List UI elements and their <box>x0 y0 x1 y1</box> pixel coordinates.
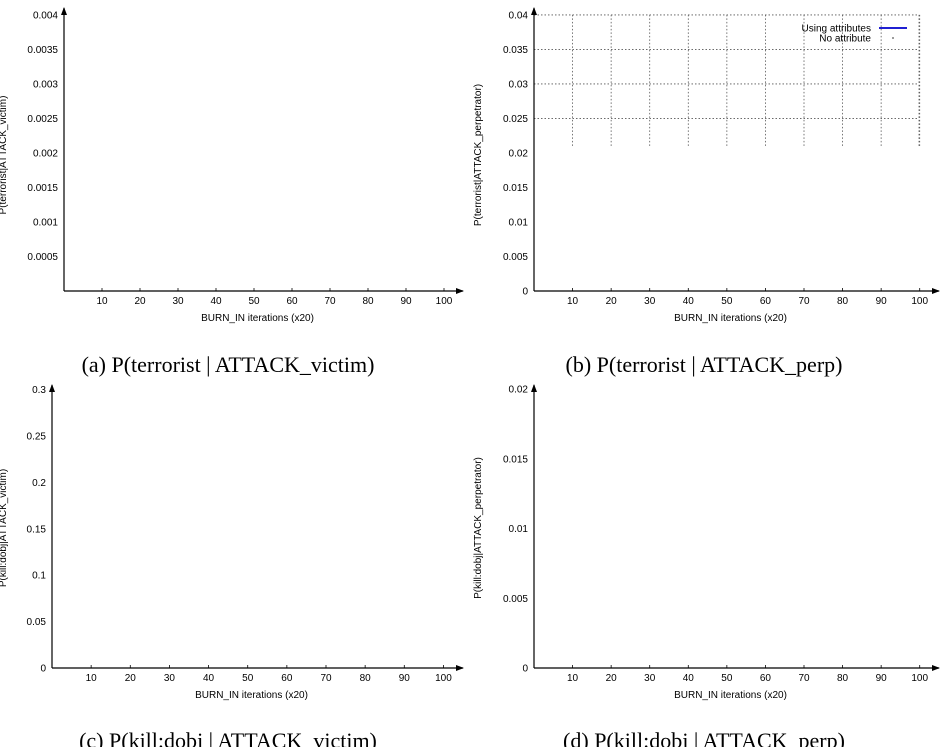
x-tick-label: 40 <box>683 296 695 307</box>
x-tick-label: 40 <box>210 296 222 307</box>
x-tick-label: 50 <box>721 296 733 307</box>
y-tick-label: 0.001 <box>33 217 58 228</box>
x-tick-label: 60 <box>286 296 298 307</box>
y-tick-label: 0.015 <box>503 454 528 465</box>
x-tick-label: 80 <box>362 296 374 307</box>
x-tick-label: 80 <box>360 673 372 684</box>
y-tick-label: 0.0035 <box>27 45 58 56</box>
legend-swatch-point <box>892 37 894 39</box>
subfigure-caption: (c) P(kill:dobj | ATTACK_victim) <box>79 728 377 747</box>
y-axis-title: P(kill:dobj|ATTACK_victim) <box>0 469 9 587</box>
x-tick-label: 90 <box>876 296 888 307</box>
x-tick-label: 40 <box>683 673 695 684</box>
y-axis-title: P(kill:dobj|ATTACK_perpetrator) <box>473 457 484 599</box>
y-tick-label: 0.01 <box>509 524 529 535</box>
y-tick-label: 0.005 <box>503 594 528 605</box>
y-tick-label: 0.005 <box>503 252 528 263</box>
y-tick-label: 0.003 <box>33 79 58 90</box>
x-tick-label: 100 <box>435 673 452 684</box>
x-tick-label: 60 <box>760 673 772 684</box>
x-tick-label: 90 <box>876 673 888 684</box>
x-tick-label: 50 <box>242 673 254 684</box>
x-tick-label: 70 <box>798 673 810 684</box>
y-tick-label: 0.1 <box>32 571 46 582</box>
subfigure-caption: (d) P(kill:dobj | ATTACK_perp) <box>563 728 845 747</box>
x-axis-title: BURN_IN iterations (x20) <box>201 313 314 324</box>
y-axis-title: P(terrorist|ATTACK_victim) <box>0 96 9 215</box>
y-tick-label: 0.0005 <box>27 252 58 263</box>
x-tick-label: 70 <box>320 673 332 684</box>
x-tick-label: 100 <box>911 296 928 307</box>
y-tick-label: 0.0015 <box>27 183 58 194</box>
chart-panel-b: 10 20 30 40 50 60 70 80 90 100 0 0.005 0.01 0.015 0.02… <box>473 7 940 377</box>
x-tick-label: 30 <box>644 296 656 307</box>
x-tick-label: 10 <box>567 296 579 307</box>
y-tick-label: 0 <box>40 664 46 675</box>
y-tick-label: 0.004 <box>33 10 58 21</box>
x-tick-label: 90 <box>400 296 412 307</box>
x-tick-label: 70 <box>324 296 336 307</box>
x-tick-label: 20 <box>606 673 618 684</box>
x-tick-label: 20 <box>606 296 618 307</box>
x-tick-label: 10 <box>567 673 579 684</box>
x-tick-label: 30 <box>644 673 656 684</box>
y-tick-label: 0.002 <box>33 148 58 159</box>
subfigure-caption: (b) P(terrorist | ATTACK_perp) <box>566 352 843 377</box>
y-tick-label: 0 <box>522 664 528 675</box>
y-tick-label: 0 <box>522 287 528 298</box>
x-tick-label: 50 <box>721 673 733 684</box>
y-tick-label: 0.3 <box>32 385 46 396</box>
y-tick-label: 0.015 <box>503 183 528 194</box>
legend-label: Using attributes <box>802 24 871 35</box>
y-tick-label: 0.02 <box>509 385 529 396</box>
x-axis-title: BURN_IN iterations (x20) <box>674 313 787 324</box>
y-tick-label: 0.25 <box>27 432 47 443</box>
y-tick-label: 0.04 <box>509 10 529 21</box>
y-tick-label: 0.025 <box>503 114 528 125</box>
x-axis-title: BURN_IN iterations (x20) <box>195 690 308 701</box>
chart-panel-d: 10 20 30 40 50 60 70 80 90 100 0 0.005 0.01 0.015 0.02… <box>473 384 940 747</box>
x-tick-label: 100 <box>911 673 928 684</box>
x-axis-title: BURN_IN iterations (x20) <box>674 690 787 701</box>
x-tick-label: 60 <box>281 673 293 684</box>
x-tick-label: 60 <box>760 296 772 307</box>
subfigure-caption: (a) P(terrorist | ATTACK_victim) <box>82 352 375 377</box>
x-tick-label: 50 <box>248 296 260 307</box>
x-tick-label: 10 <box>96 296 108 307</box>
y-tick-label: 0.15 <box>27 524 47 535</box>
y-tick-label: 0.03 <box>509 79 529 90</box>
y-tick-label: 0.2 <box>32 478 46 489</box>
x-tick-label: 30 <box>164 673 176 684</box>
y-axis-title: P(terrorist|ATTACK_perpetrator) <box>473 84 484 226</box>
x-tick-label: 20 <box>125 673 137 684</box>
x-tick-label: 40 <box>203 673 215 684</box>
x-tick-label: 80 <box>837 673 849 684</box>
x-tick-label: 80 <box>837 296 849 307</box>
x-tick-label: 20 <box>134 296 146 307</box>
y-tick-label: 0.05 <box>27 617 47 628</box>
legend-label: No attribute <box>819 34 871 45</box>
x-tick-label: 10 <box>86 673 98 684</box>
x-tick-label: 100 <box>436 296 453 307</box>
x-tick-label: 70 <box>798 296 810 307</box>
y-tick-label: 0.01 <box>509 217 529 228</box>
chart-panel-a: 10 20 30 40 50 60 70 80 90 100 0.0005 0.001 0.0015 0.… <box>0 7 464 377</box>
y-tick-label: 0.02 <box>509 148 529 159</box>
x-tick-label: 30 <box>172 296 184 307</box>
y-tick-label: 0.035 <box>503 45 528 56</box>
y-tick-label: 0.0025 <box>27 114 58 125</box>
chart-panel-c: 10 20 30 40 50 60 70 80 90 100 0 0.05 0.1 0.15 0.2 0.25… <box>0 384 464 747</box>
x-tick-label: 90 <box>399 673 411 684</box>
